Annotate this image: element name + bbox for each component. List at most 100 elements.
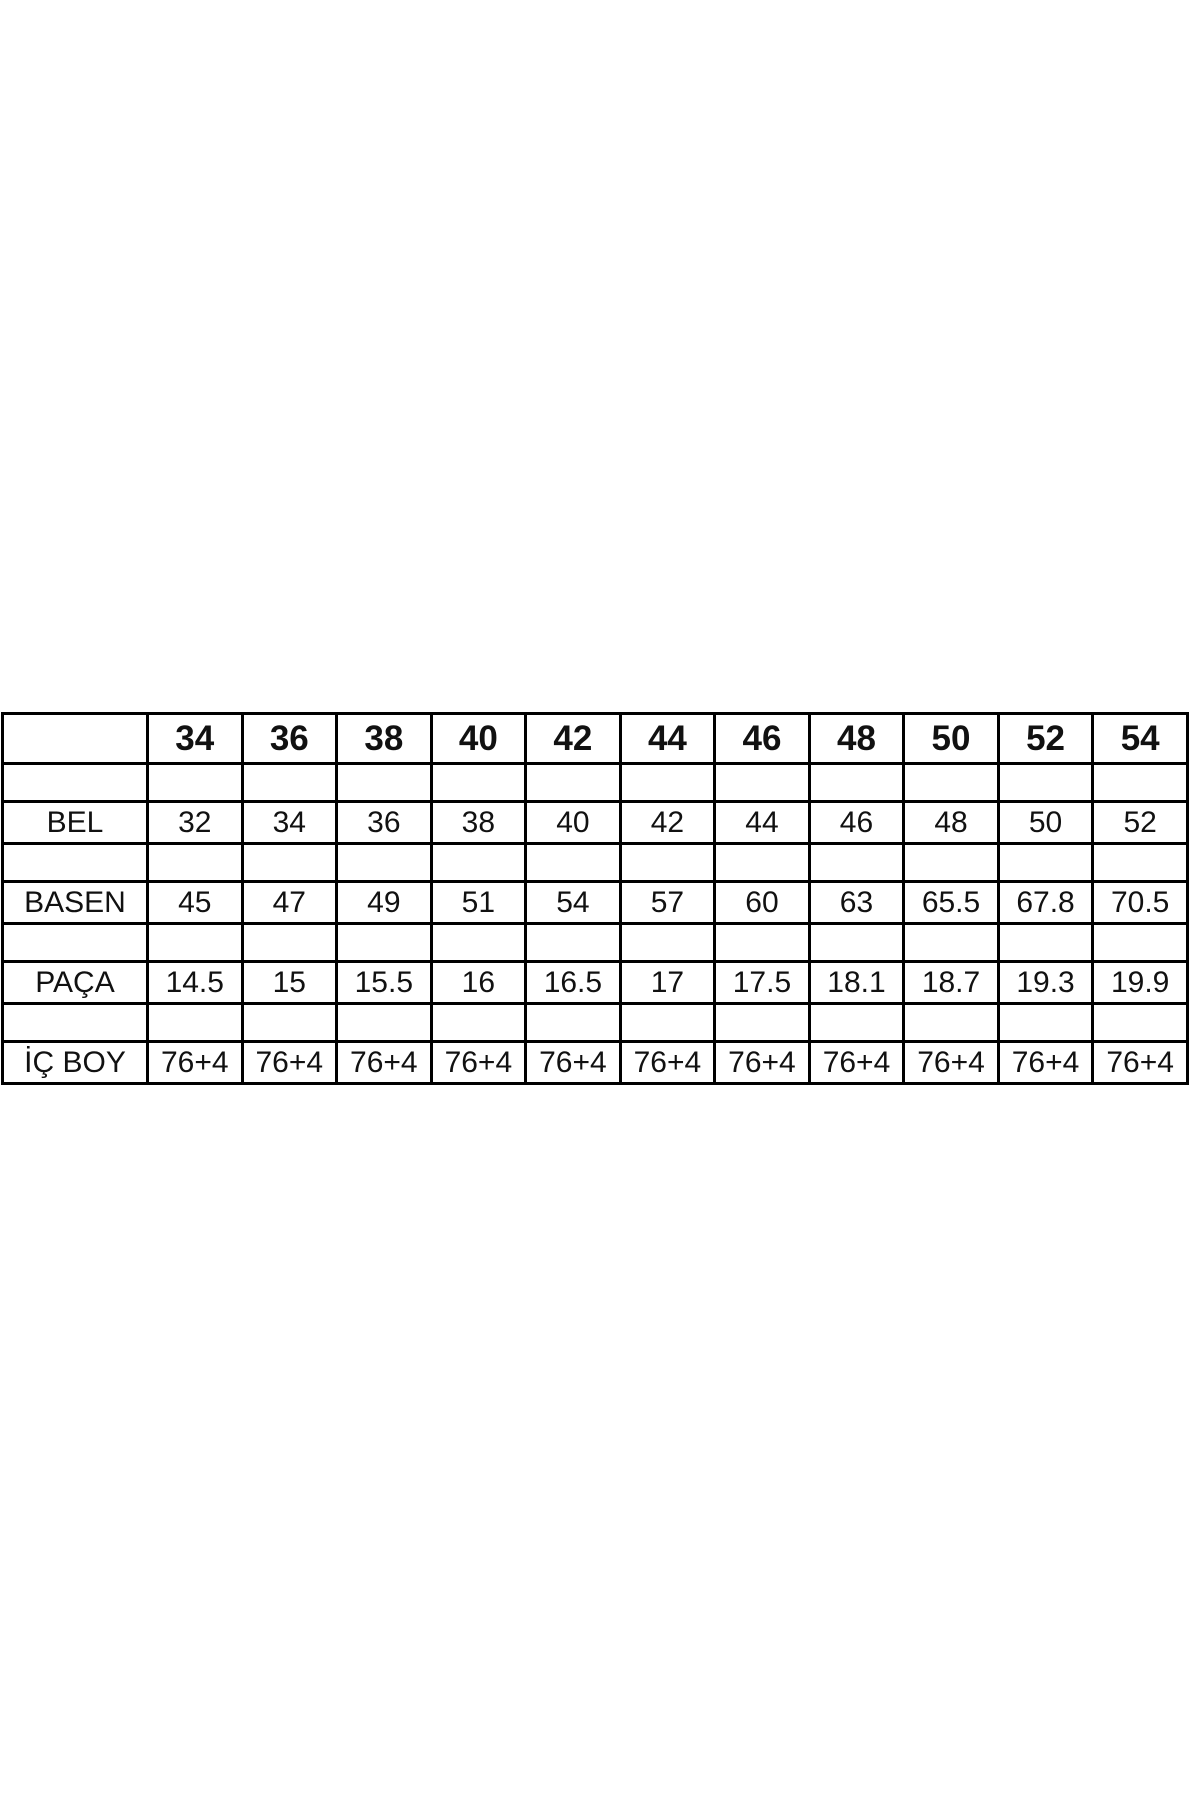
value-cell: 34: [240, 800, 339, 845]
spacer-cell: [1, 762, 149, 803]
spacer-cell: [713, 762, 811, 803]
spacer-cell: [335, 842, 433, 883]
spacer-cell: [618, 922, 717, 963]
spacer-cell: [618, 762, 717, 803]
spacer-cell: [902, 842, 1000, 883]
value-cell: 42: [618, 800, 717, 845]
value-cell: 49: [335, 880, 433, 925]
size-table-body: 34 36 38 40 42 44 46 48 50 52 54 BEL 32 34 36 38 40 42 44 4…: [1, 712, 1189, 1085]
spacer-row: [1, 762, 1189, 803]
spacer-cell: [807, 1002, 906, 1043]
spacer-cell: [713, 1002, 811, 1043]
spacer-cell: [335, 1002, 433, 1043]
spacer-cell: [1, 842, 149, 883]
value-cell: 76+4: [1091, 1040, 1189, 1085]
spacer-cell: [524, 1002, 622, 1043]
header-row: 34 36 38 40 42 44 46 48 50 52 54: [1, 712, 1189, 765]
size-header-cell: 34: [146, 712, 244, 765]
spacer-cell: [335, 922, 433, 963]
spacer-cell: [524, 842, 622, 883]
value-cell: 76+4: [429, 1040, 528, 1085]
spacer-cell: [429, 922, 528, 963]
spacer-cell: [902, 1002, 1000, 1043]
spacer-cell: [240, 762, 339, 803]
value-cell: 48: [902, 800, 1000, 845]
spacer-cell: [146, 1002, 244, 1043]
spacer-cell: [996, 762, 1095, 803]
value-cell: 70.5: [1091, 880, 1189, 925]
value-cell: 46: [807, 800, 906, 845]
spacer-cell: [713, 842, 811, 883]
spacer-cell: [429, 1002, 528, 1043]
spacer-cell: [996, 922, 1095, 963]
value-cell: 17.5: [713, 960, 811, 1005]
spacer-cell: [240, 1002, 339, 1043]
spacer-cell: [146, 842, 244, 883]
value-cell: 16.5: [524, 960, 622, 1005]
size-header-cell: 50: [902, 712, 1000, 765]
value-cell: 51: [429, 880, 528, 925]
value-cell: 50: [996, 800, 1095, 845]
value-cell: 76+4: [146, 1040, 244, 1085]
size-header-cell: 36: [240, 712, 339, 765]
value-cell: 17: [618, 960, 717, 1005]
value-cell: 60: [713, 880, 811, 925]
value-cell: 76+4: [240, 1040, 339, 1085]
value-cell: 67.8: [996, 880, 1095, 925]
spacer-cell: [618, 842, 717, 883]
value-cell: 19.9: [1091, 960, 1189, 1005]
measurement-row: PAÇA 14.5 15 15.5 16 16.5 17 17.5 18.1 18.7 19.3 19…: [1, 960, 1189, 1005]
size-header-cell: 44: [618, 712, 717, 765]
measurement-row: BASEN 45 47 49 51 54 57 60 63 65.5 67.8 70.5: [1, 880, 1189, 925]
value-cell: 14.5: [146, 960, 244, 1005]
value-cell: 47: [240, 880, 339, 925]
spacer-cell: [996, 842, 1095, 883]
spacer-cell: [524, 922, 622, 963]
spacer-row: [1, 842, 1189, 883]
spacer-cell: [335, 762, 433, 803]
value-cell: 76+4: [713, 1040, 811, 1085]
value-cell: 32: [146, 800, 244, 845]
size-header-cell: 46: [713, 712, 811, 765]
spacer-cell: [996, 1002, 1095, 1043]
value-cell: 15.5: [335, 960, 433, 1005]
value-cell: 16: [429, 960, 528, 1005]
row-label: BEL: [1, 800, 149, 845]
value-cell: 18.7: [902, 960, 1000, 1005]
spacer-row: [1, 922, 1189, 963]
spacer-cell: [1091, 762, 1189, 803]
size-header-cell: 52: [996, 712, 1095, 765]
value-cell: 19.3: [996, 960, 1095, 1005]
value-cell: 76+4: [335, 1040, 433, 1085]
value-cell: 45: [146, 880, 244, 925]
spacer-cell: [1091, 842, 1189, 883]
spacer-cell: [1, 922, 149, 963]
spacer-cell: [146, 762, 244, 803]
size-header-cell: 38: [335, 712, 433, 765]
size-header-cell: 40: [429, 712, 528, 765]
value-cell: 57: [618, 880, 717, 925]
spacer-cell: [902, 762, 1000, 803]
spacer-cell: [902, 922, 1000, 963]
row-label: PAÇA: [1, 960, 149, 1005]
value-cell: 40: [524, 800, 622, 845]
spacer-cell: [807, 762, 906, 803]
spacer-cell: [429, 762, 528, 803]
size-header-cell: 54: [1091, 712, 1189, 765]
value-cell: 76+4: [807, 1040, 906, 1085]
size-table: 34 36 38 40 42 44 46 48 50 52 54 BEL 32 34 36 38 40 42 44 4…: [1, 712, 1189, 1085]
size-header-cell: 48: [807, 712, 906, 765]
value-cell: 18.1: [807, 960, 906, 1005]
value-cell: 76+4: [524, 1040, 622, 1085]
row-label: BASEN: [1, 880, 149, 925]
spacer-cell: [429, 842, 528, 883]
spacer-cell: [1, 1002, 149, 1043]
spacer-cell: [618, 1002, 717, 1043]
row-label: İÇ BOY: [1, 1040, 149, 1085]
spacer-cell: [807, 922, 906, 963]
value-cell: 52: [1091, 800, 1189, 845]
spacer-cell: [807, 842, 906, 883]
value-cell: 65.5: [902, 880, 1000, 925]
spacer-cell: [713, 922, 811, 963]
